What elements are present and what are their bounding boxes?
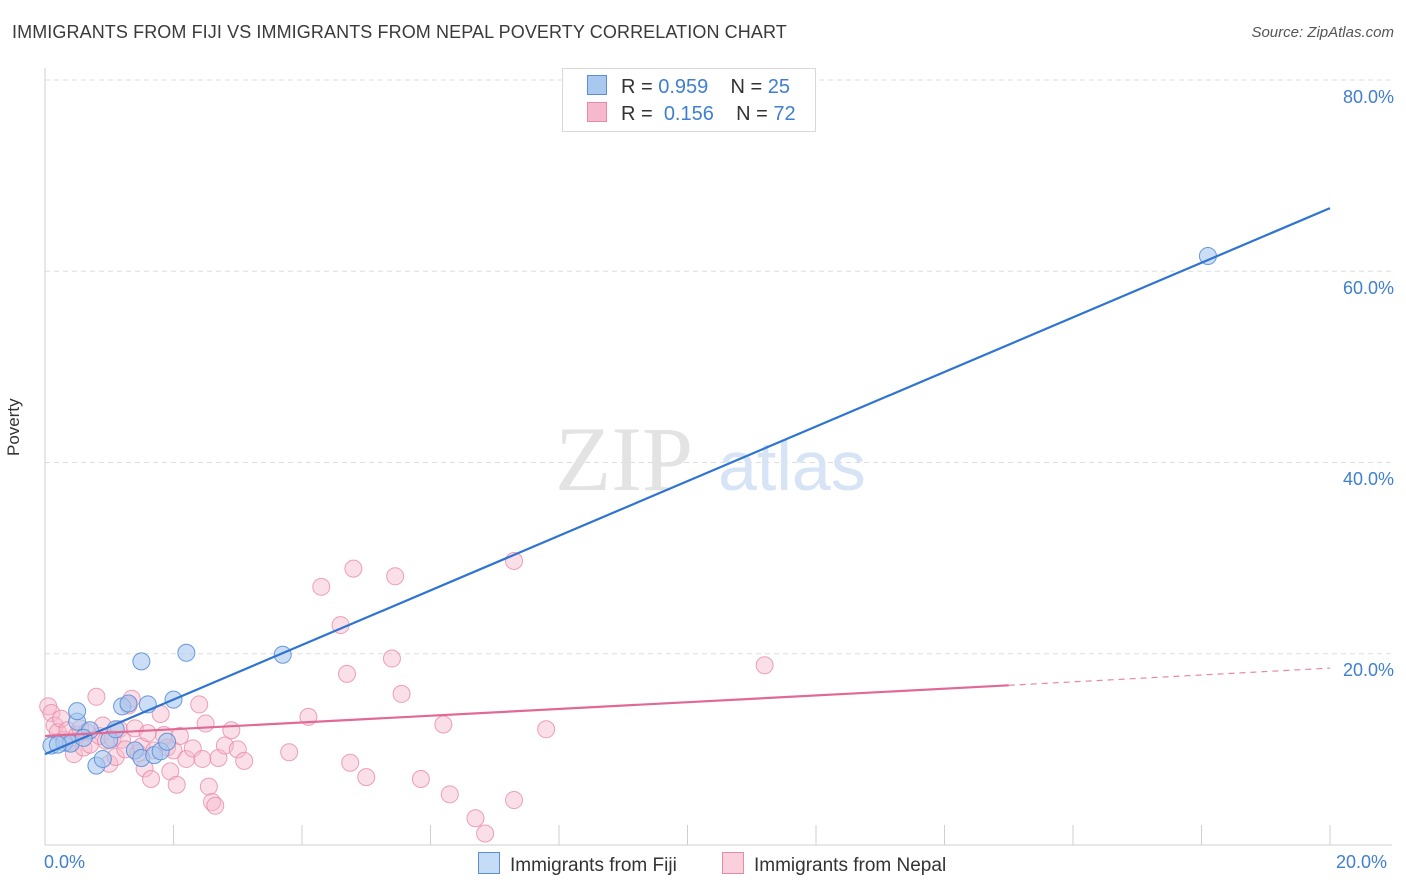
nepal-point [196, 714, 215, 733]
x-tick-left: 0.0% [44, 852, 86, 872]
nepal-swatch [587, 102, 607, 122]
chart-title: IMMIGRANTS FROM FIJI VS IMMIGRANTS FROM … [12, 22, 787, 42]
fiji-point [93, 749, 112, 768]
fiji-trend-line [44, 207, 1331, 756]
nepal-point [142, 770, 161, 789]
nepal-point [357, 768, 376, 787]
nepal-point [280, 743, 299, 762]
nepal-point [505, 791, 524, 810]
fiji-swatch [587, 75, 607, 95]
fiji-r-value: 0.959 [658, 76, 709, 98]
stats-legend: R = 0.959 N = 25 R = 0.156 N = 72 [562, 68, 816, 132]
trend-lines [44, 207, 1331, 756]
bottom-fiji-swatch [478, 852, 500, 874]
x-tick-right: 20.0% [1336, 852, 1388, 872]
y-tick-80: 80.0% [1342, 87, 1394, 107]
nepal-point [344, 559, 363, 578]
bottom-legend-fiji: Immigrants from Fiji [478, 852, 677, 877]
bottom-legend-nepal: Immigrants from Nepal [722, 852, 946, 877]
y-tick-60: 60.0% [1342, 278, 1394, 298]
nepal-point [222, 721, 241, 740]
nepal-point [755, 656, 774, 675]
bottom-nepal-label: Immigrants from Nepal [754, 855, 947, 876]
fiji-r-label: R = [621, 76, 653, 98]
nepal-point [392, 684, 411, 703]
fiji-point [119, 694, 138, 713]
nepal-r-value: 0.156 [663, 103, 714, 125]
bottom-fiji-label: Immigrants from Fiji [510, 855, 677, 876]
gridlines [45, 79, 1392, 655]
axes [44, 68, 1392, 846]
fiji-n-label: N = [730, 76, 763, 98]
fiji-n-value: 25 [767, 76, 791, 98]
nepal-point [434, 715, 453, 734]
nepal-point [537, 720, 556, 739]
legend-row-fiji: R = 0.959 N = 25 [587, 75, 790, 101]
nepal-r-label: R = [621, 103, 653, 125]
nepal-point [193, 749, 212, 768]
nepal-point [87, 687, 106, 706]
y-tick-20: 20.0% [1342, 660, 1394, 680]
fiji-point [177, 643, 196, 662]
nepal-point [199, 777, 218, 796]
nepal-point [190, 695, 209, 714]
nepal-n-label: N = [736, 103, 768, 125]
watermark-atlas: atlas [718, 427, 866, 505]
nepal-trend-extension [1008, 667, 1331, 686]
nepal-point [337, 664, 356, 683]
nepal-point [440, 785, 459, 804]
fiji-points [42, 246, 1217, 775]
y-tick-40: 40.0% [1342, 469, 1394, 489]
y-axis-label: Poverty [4, 398, 23, 456]
nepal-point [138, 724, 157, 743]
nepal-point [312, 577, 331, 596]
source-label: Source: ZipAtlas.com [1251, 24, 1394, 41]
fiji-point [132, 652, 151, 671]
nepal-point [177, 749, 196, 768]
watermark-zip: ZIP [555, 408, 693, 510]
fiji-point [68, 702, 87, 721]
nepal-point [167, 775, 186, 794]
legend-row-nepal: R = 0.156 N = 72 [587, 102, 796, 128]
nepal-point [411, 770, 430, 789]
nepal-n-value: 72 [773, 103, 796, 125]
nepal-point [466, 809, 485, 828]
nepal-point [206, 796, 225, 815]
bottom-nepal-swatch [722, 852, 744, 874]
nepal-point [386, 567, 405, 586]
nepal-point [476, 824, 495, 843]
nepal-point [228, 740, 247, 759]
nepal-point [235, 751, 254, 770]
nepal-point [382, 649, 401, 668]
nepal-point [341, 753, 360, 772]
nepal-trend-line [44, 684, 1009, 738]
fiji-point [158, 732, 177, 751]
